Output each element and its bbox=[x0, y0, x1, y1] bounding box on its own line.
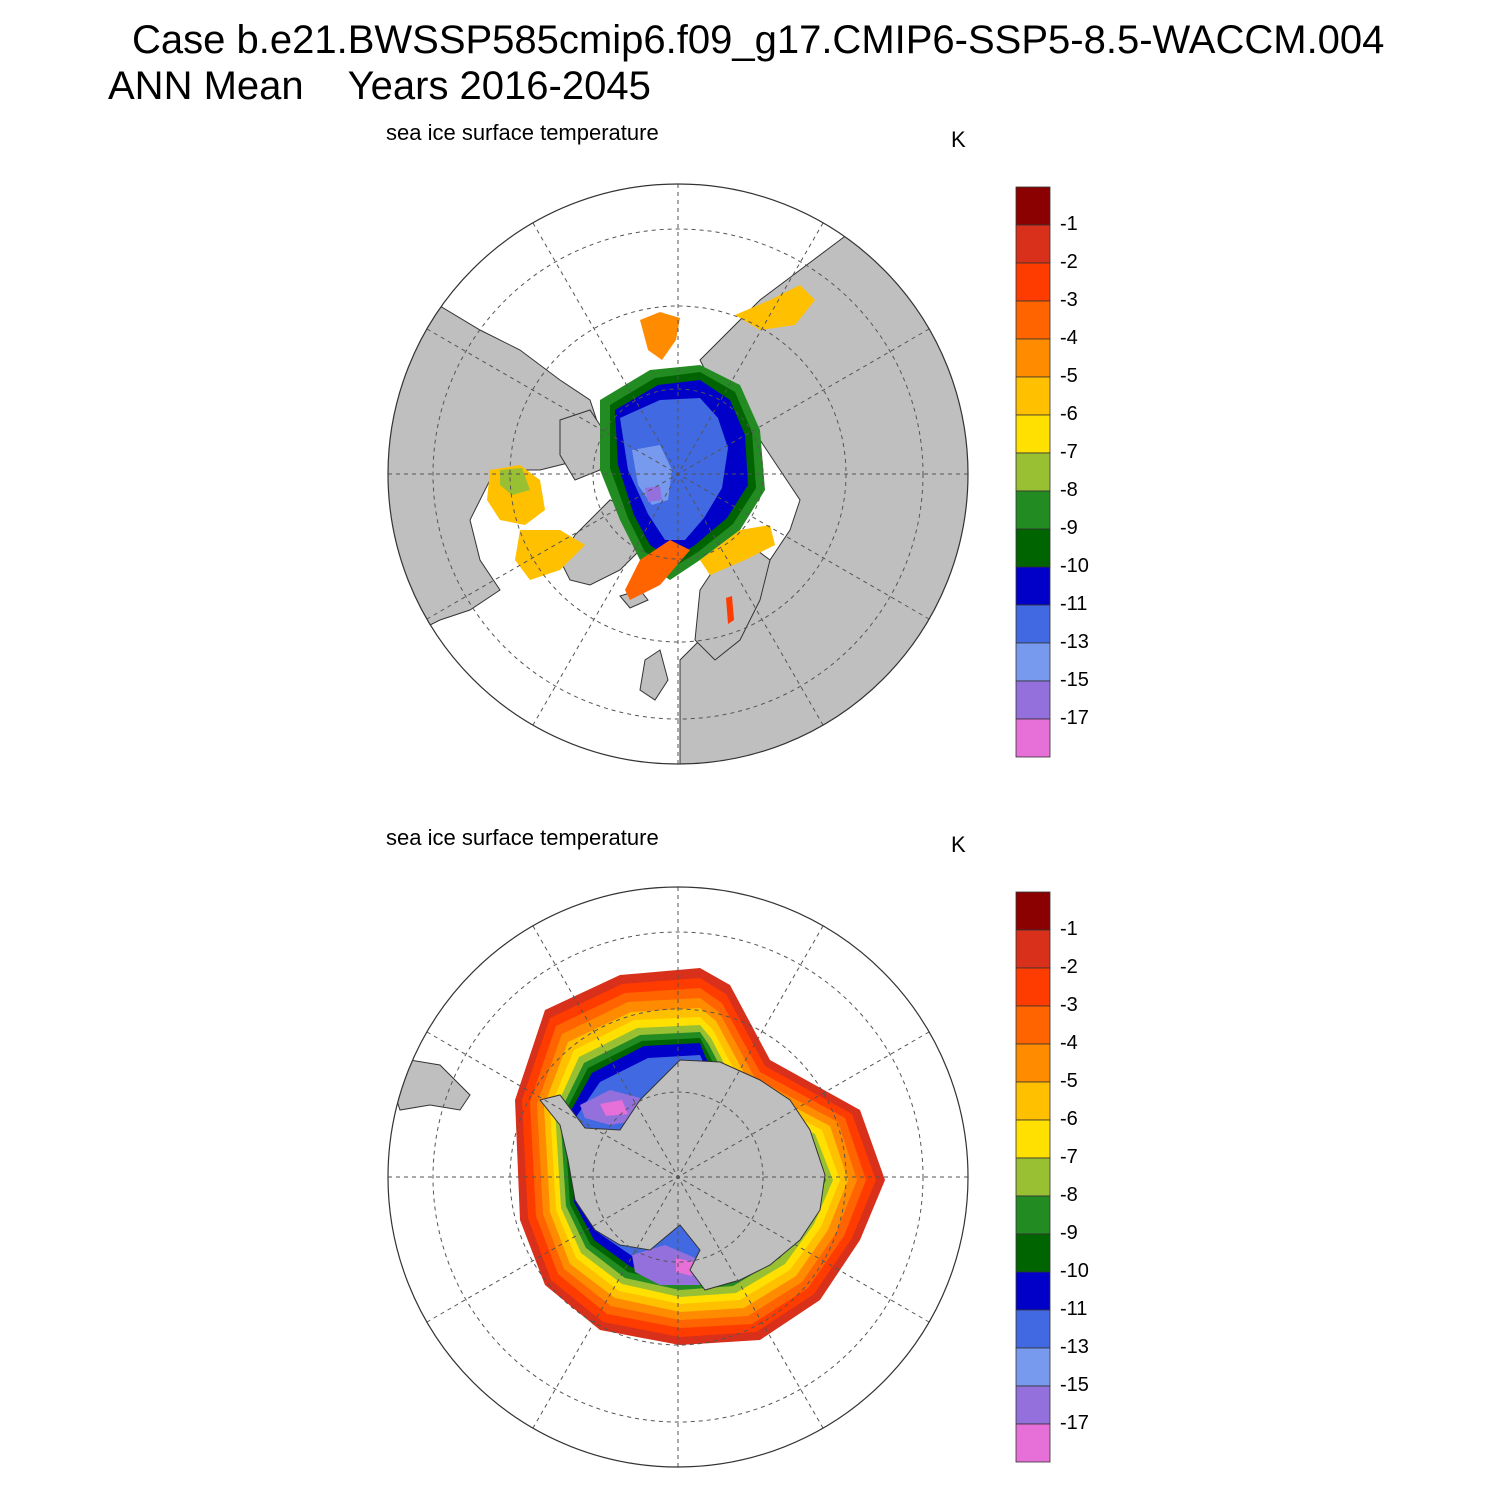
south-polar-map bbox=[387, 886, 969, 1468]
north-colorbar-box bbox=[1015, 262, 1051, 302]
north-colorbar-label: -15 bbox=[1060, 669, 1089, 691]
north-ice-core-purple bbox=[645, 486, 662, 502]
north-colorbar-label: -13 bbox=[1060, 631, 1089, 653]
south-ice-weddell-pink bbox=[600, 1100, 628, 1116]
south-colorbar-box bbox=[1015, 1423, 1051, 1463]
south-colorbar-label: -6 bbox=[1060, 1108, 1078, 1130]
south-colorbar-box bbox=[1015, 929, 1051, 969]
south-colorbar-label: -17 bbox=[1060, 1412, 1089, 1434]
north-ice-bering bbox=[640, 312, 680, 360]
north-colorbar-label: -9 bbox=[1060, 517, 1078, 539]
north-ice-hudson-green bbox=[500, 468, 530, 495]
north-colorbar-box bbox=[1015, 338, 1051, 378]
south-colorbar-box bbox=[1015, 1233, 1051, 1273]
north-polar-map bbox=[387, 183, 969, 765]
north-colorbar-label: -2 bbox=[1060, 251, 1078, 273]
south-colorbar-label: -2 bbox=[1060, 956, 1078, 978]
south-colorbar-box bbox=[1015, 1081, 1051, 1121]
south-colorbar bbox=[1015, 891, 1051, 1463]
south-land-antarctica bbox=[539, 1059, 826, 1291]
south-colorbar-label: -15 bbox=[1060, 1374, 1089, 1396]
south-colorbar-label: -8 bbox=[1060, 1184, 1078, 1206]
north-colorbar-box bbox=[1015, 414, 1051, 454]
south-colorbar-label: -11 bbox=[1060, 1298, 1088, 1320]
north-ice-core-light bbox=[632, 445, 672, 505]
south-colorbar-box bbox=[1015, 1347, 1051, 1387]
north-colorbar-box bbox=[1015, 604, 1051, 644]
south-colorbar-box bbox=[1015, 1309, 1051, 1349]
years-label: Years 2016-2045 bbox=[347, 64, 651, 108]
south-ice-ross-pink bbox=[676, 1258, 694, 1276]
south-map-border bbox=[387, 886, 969, 1468]
south-colorbar-label: -13 bbox=[1060, 1336, 1089, 1358]
north-colorbar-box bbox=[1015, 680, 1051, 720]
south-graticule bbox=[388, 887, 968, 1467]
north-colorbar-box bbox=[1015, 528, 1051, 568]
north-colorbar-label: -7 bbox=[1060, 441, 1078, 463]
period-label: ANN Mean bbox=[108, 64, 304, 108]
north-colorbar-box bbox=[1015, 186, 1051, 226]
north-colorbar-label: -5 bbox=[1060, 365, 1078, 387]
north-ice-east-greenland bbox=[625, 540, 690, 600]
south-panel-units: K bbox=[951, 832, 966, 857]
south-colorbar-box bbox=[1015, 1157, 1051, 1197]
north-map-border bbox=[387, 183, 969, 765]
north-panel-title: sea ice surface temperature bbox=[386, 120, 659, 145]
north-ice-baffin bbox=[515, 530, 585, 580]
north-colorbar-box bbox=[1015, 642, 1051, 682]
north-colorbar-label: -11 bbox=[1060, 593, 1088, 615]
south-colorbar-label: -10 bbox=[1060, 1260, 1089, 1282]
north-colorbar-label: -6 bbox=[1060, 403, 1078, 425]
south-colorbar-box bbox=[1015, 1385, 1051, 1425]
north-colorbar-box bbox=[1015, 376, 1051, 416]
north-ice-baltic bbox=[726, 596, 734, 624]
south-colorbar-box bbox=[1015, 1043, 1051, 1083]
north-colorbar-label: -3 bbox=[1060, 289, 1078, 311]
south-colorbar-label: -5 bbox=[1060, 1070, 1078, 1092]
north-colorbar-box bbox=[1015, 452, 1051, 492]
south-colorbar-box bbox=[1015, 891, 1051, 931]
south-ice-ross bbox=[632, 1245, 700, 1285]
case-title: Case b.e21.BWSSP585cmip6.f09_g17.CMIP6-S… bbox=[132, 18, 1385, 62]
north-colorbar-box bbox=[1015, 566, 1051, 606]
south-land-south-america bbox=[389, 1059, 471, 1111]
south-colorbar-box bbox=[1015, 1271, 1051, 1311]
south-colorbar-box bbox=[1015, 1005, 1051, 1045]
south-colorbar-label: -3 bbox=[1060, 994, 1078, 1016]
north-colorbar-label: -17 bbox=[1060, 707, 1089, 729]
south-colorbar-label: -4 bbox=[1060, 1032, 1078, 1054]
north-colorbar-label: -4 bbox=[1060, 327, 1078, 349]
north-ice-barents bbox=[700, 525, 775, 575]
south-colorbar-box bbox=[1015, 1119, 1051, 1159]
north-land-uk bbox=[639, 649, 669, 701]
north-ice-okhotsk bbox=[735, 285, 815, 330]
south-colorbar-label: -7 bbox=[1060, 1146, 1078, 1168]
south-colorbar-box bbox=[1015, 967, 1051, 1007]
south-panel-title: sea ice surface temperature bbox=[386, 825, 659, 850]
south-colorbar-label: -1 bbox=[1060, 918, 1078, 940]
north-colorbar-label: -10 bbox=[1060, 555, 1089, 577]
north-graticule bbox=[388, 184, 968, 764]
south-colorbar-box bbox=[1015, 1195, 1051, 1235]
north-colorbar-box bbox=[1015, 224, 1051, 264]
north-colorbar-box bbox=[1015, 718, 1051, 758]
north-colorbar-label: -8 bbox=[1060, 479, 1078, 501]
north-colorbar-label: -1 bbox=[1060, 213, 1078, 235]
north-colorbar-box bbox=[1015, 300, 1051, 340]
north-colorbar-box bbox=[1015, 490, 1051, 530]
north-land-eurasia bbox=[679, 199, 968, 764]
north-panel-units: K bbox=[951, 127, 966, 152]
period-title: ANN Mean Years 2016-2045 bbox=[108, 64, 651, 109]
north-colorbar bbox=[1015, 186, 1051, 758]
south-colorbar-label: -9 bbox=[1060, 1222, 1078, 1244]
